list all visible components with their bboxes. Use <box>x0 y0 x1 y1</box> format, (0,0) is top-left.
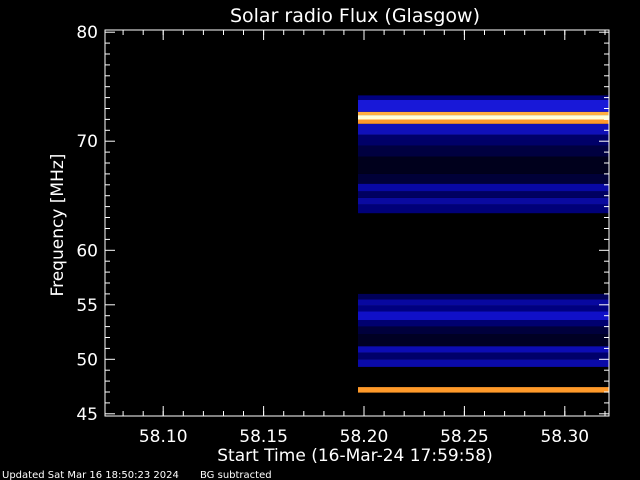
axes-frame <box>104 29 610 417</box>
band-15 <box>358 173 609 184</box>
band-3 <box>358 346 609 353</box>
y-axis-label: Frequency [MHz] <box>48 154 68 297</box>
band-10 <box>358 293 609 300</box>
y-tick-label: 60 <box>76 241 98 261</box>
band-21 <box>358 115 609 120</box>
band-19 <box>358 123 609 135</box>
band-7 <box>358 311 609 320</box>
y-tick-label: 80 <box>76 23 98 43</box>
y-tick-label: 55 <box>76 296 98 316</box>
band-22 <box>358 111 609 116</box>
band-12 <box>358 197 609 205</box>
x-axis-ticks: 58.10 58.15 58.20 58.25 58.30 <box>122 30 606 447</box>
band-14 <box>358 183 609 192</box>
band-0 <box>358 387 609 393</box>
plot-frame <box>104 29 610 417</box>
spectral-bands <box>358 95 609 393</box>
band-23 <box>358 99 609 112</box>
x-tick-label: 58.25 <box>440 427 489 447</box>
updated-timestamp: Updated Sat Mar 16 18:50:23 2024 <box>2 470 179 480</box>
band-4 <box>358 334 609 347</box>
x-tick-label: 58.15 <box>239 427 288 447</box>
background-note: BG subtracted <box>200 470 272 480</box>
y-tick-label: 70 <box>76 132 98 152</box>
band-20 <box>358 119 609 124</box>
band-11 <box>358 204 609 214</box>
band-1 <box>358 359 609 367</box>
band-5 <box>358 326 609 335</box>
band-17 <box>358 145 609 157</box>
y-axis-ticks: 45 50 55 60 70 80 <box>76 23 609 425</box>
chart-title: Solar radio Flux (Glasgow) <box>230 5 480 27</box>
band-8 <box>358 305 609 312</box>
x-axis-label: Start Time (16-Mar-24 17:59:58) <box>217 446 492 466</box>
band-24 <box>358 95 609 100</box>
band-6 <box>358 320 609 327</box>
x-tick-label: 58.20 <box>340 427 389 447</box>
y-tick-label: 50 <box>76 350 98 370</box>
band-9 <box>358 299 609 306</box>
y-tick-label: 45 <box>76 405 98 425</box>
x-tick-label: 58.10 <box>139 427 188 447</box>
x-tick-label: 58.30 <box>540 427 589 447</box>
band-2 <box>358 352 609 360</box>
band-13 <box>358 191 609 198</box>
band-18 <box>358 134 609 146</box>
band-16 <box>358 156 609 174</box>
